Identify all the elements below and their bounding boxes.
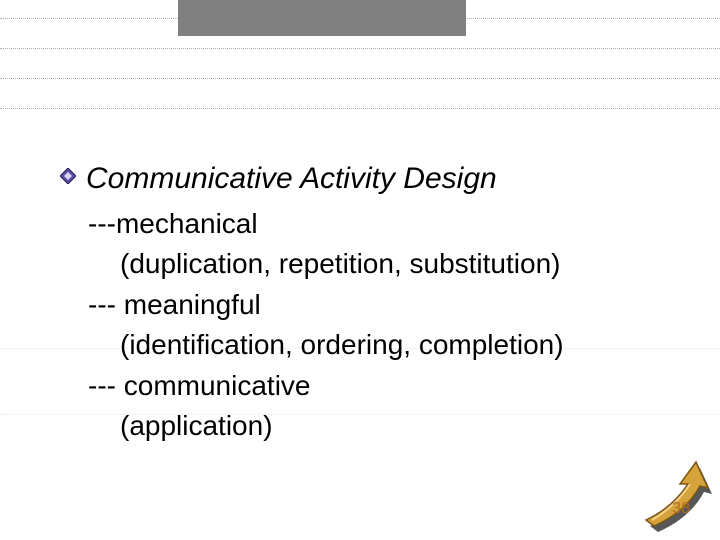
dotted-line	[0, 48, 720, 49]
body-lines: ---mechanical (duplication, repetition, …	[88, 204, 680, 448]
body-line: (duplication, repetition, substitution)	[88, 244, 680, 285]
heading-text: Communicative Activity Design	[86, 160, 497, 198]
body-line: ---mechanical	[88, 204, 680, 245]
page-number: 38	[672, 500, 690, 518]
body-line: --- communicative	[88, 366, 680, 407]
slide: Communicative Activity Design ---mechani…	[0, 0, 720, 540]
content-area: Communicative Activity Design ---mechani…	[60, 160, 680, 447]
diamond-bullet-icon	[60, 168, 76, 189]
title-placeholder-block	[178, 0, 466, 36]
dotted-line	[0, 78, 720, 79]
bullet-row: Communicative Activity Design	[60, 160, 680, 198]
arrow-swoosh-icon	[630, 454, 714, 534]
body-line: --- meaningful	[88, 285, 680, 326]
body-line: (identification, ordering, completion)	[88, 325, 680, 366]
body-line: (application)	[88, 406, 680, 447]
dotted-line	[0, 108, 720, 109]
